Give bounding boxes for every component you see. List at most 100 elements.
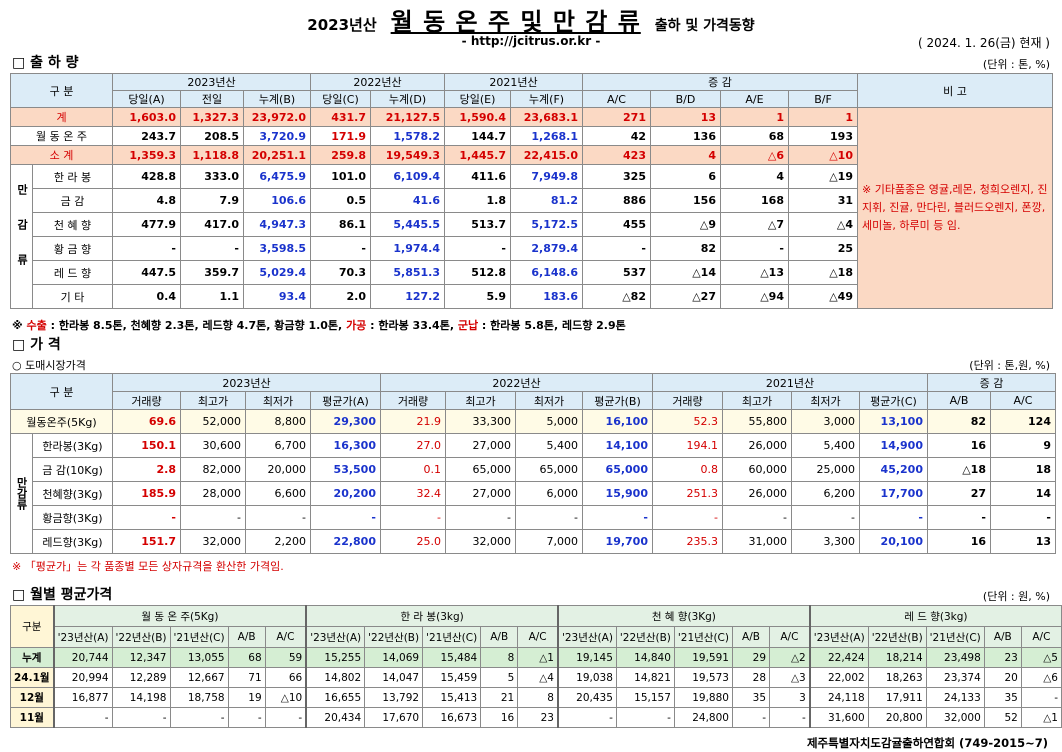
unit: (단위 : 원, %) [982, 590, 1050, 603]
table-cell: 9 [990, 433, 1056, 458]
header-cell: 구 분 [10, 73, 113, 108]
table-cell: 19,700 [582, 529, 653, 554]
table-cell: 2,200 [245, 529, 311, 554]
table-cell: △10 [264, 687, 307, 708]
table-row: 계 1,603.0 1,327.3 23,972.0 431.7 21,127.5 1,59… [10, 107, 1053, 309]
table-cell: 13 [650, 107, 721, 127]
table-cell: 35 [983, 687, 1022, 708]
header-cell: 평균가(C) [859, 391, 928, 410]
header-cell: 2023년산 [112, 73, 311, 91]
table-cell: 14,198 [111, 687, 171, 708]
table-cell: 82 [927, 409, 991, 434]
table-cell: 0.5 [310, 188, 371, 213]
table-cell: 106.6 [243, 188, 311, 213]
table-cell: 20,200 [310, 481, 381, 506]
table-cell: - [990, 505, 1056, 530]
table-cell: 29,300 [310, 409, 381, 434]
table-cell: 20,435 [556, 687, 617, 708]
table-cell: △4 [517, 667, 559, 688]
table-cell: 455 [582, 212, 651, 237]
table-cell: 5,445.5 [370, 212, 445, 237]
table-cell: - [731, 707, 771, 728]
table-cell: 20,000 [245, 457, 311, 482]
table-cell: △7 [720, 212, 789, 237]
header-cell: 2023년산 [112, 373, 381, 392]
table-cell: 81.2 [510, 188, 583, 213]
table-cell: 15,484 [422, 647, 482, 668]
table-cell: 45,200 [859, 457, 928, 482]
row-label: 소 계 [10, 145, 113, 165]
table-cell: 18 [990, 457, 1056, 482]
date: ( 2024. 1. 26(금) 현재 ) [918, 36, 1050, 50]
header-cell: 거래량 [652, 391, 723, 410]
table-cell: 28 [731, 667, 771, 688]
group-label: 만감류 [10, 164, 33, 309]
table-cell: 18,214 [867, 647, 927, 668]
table-cell: 26,000 [722, 481, 792, 506]
table-cell: 5,029.4 [243, 260, 311, 285]
table-cell: 59 [264, 647, 307, 668]
table-row: 24.1월 20,994 12,289 12,667 71 66 14,802 14,047 1… [9, 667, 1062, 688]
table-cell: 447.5 [112, 260, 181, 285]
table-cell: 431.7 [310, 107, 371, 127]
table-cell: 3,300 [791, 529, 860, 554]
table-cell: △18 [788, 260, 858, 285]
header-cell: B/D [650, 90, 721, 108]
table-cell: △13 [720, 260, 789, 285]
table-row: 레드향(3Kg) 151.7 32,000 2,200 22,800 25.0 32,000… [11, 529, 1056, 554]
table-cell: 156 [650, 188, 721, 213]
table-cell: 235.3 [652, 529, 723, 554]
header-cell: 평균가(B) [582, 391, 653, 410]
table-cell: - [52, 707, 113, 728]
table-cell: - [180, 505, 246, 530]
table-row: 천 혜 향 477.9 417.0 4,947.3 86.1 5,445.5 513.7 5,… [11, 212, 1053, 237]
table-cell: 65,000 [515, 457, 583, 482]
note-part: 가공 [346, 319, 367, 332]
table-cell: 86.1 [310, 212, 371, 237]
table-cell: 6 [650, 164, 721, 189]
table-cell: 3,720.9 [243, 126, 311, 146]
table-cell: 52,000 [180, 409, 246, 434]
header-cell: A/C [264, 626, 307, 648]
table-cell: △6 [720, 145, 789, 165]
table-cell: 31,600 [808, 707, 869, 728]
table-cell: 32,000 [180, 529, 246, 554]
header-cell: 전일 [180, 90, 244, 108]
table-cell: 1.1 [180, 284, 244, 309]
header-row: 구분 월 동 온 주(5Kg) 한 라 봉(3kg) 천 혜 향(3Kg) 레 드 향(… [9, 605, 1062, 648]
table-cell: - [180, 236, 244, 261]
table-cell: 1,445.7 [444, 145, 511, 165]
table-cell: 30,600 [180, 433, 246, 458]
table-cell: 8,800 [245, 409, 311, 434]
table-cell: 411.6 [444, 164, 511, 189]
table-cell: 29 [731, 647, 771, 668]
note-part: : 한라봉 8.5톤, 천혜향 2.3톤, 레드향 4.7톤, 황금향 1.0톤… [46, 319, 347, 332]
header-cell: 누계(D) [370, 90, 445, 108]
table-cell: 19,038 [556, 667, 617, 688]
table-cell: 325 [582, 164, 651, 189]
header-cell: A/C [582, 90, 651, 108]
table-cell: △5 [1020, 647, 1062, 668]
table-row: 금 감 4.8 7.9 106.6 0.5 41.6 1.8 81.2 886 156 168 31 [11, 188, 1053, 213]
table-row: 천혜향(3Kg) 185.9 28,000 6,600 20,200 32.4 27,000… [11, 481, 1056, 506]
table-cell: 53,500 [310, 457, 381, 482]
table-cell: - [791, 505, 860, 530]
header-cell: 거래량 [112, 391, 181, 410]
table-cell: 16,877 [52, 687, 113, 708]
table-cell: 24,118 [808, 687, 869, 708]
table-row: 금 감(10Kg) 2.8 82,000 20,000 53,500 0.1 65,000 6… [11, 457, 1056, 482]
header-row: '23년산(A) '22년산(B) '21년산(C) A/B A/C '23년산(A) '2… [11, 626, 1062, 648]
title-suffix: 출하 및 가격동향 [654, 18, 755, 34]
table-row: 12월 16,877 14,198 18,758 19 △10 16,655 13,792 15… [9, 687, 1062, 708]
table-cell: 5,000 [515, 409, 583, 434]
table-cell: 66 [264, 667, 307, 688]
table-row: 레 드 향 447.5 359.7 5,029.4 70.3 5,851.3 512.8 6,… [11, 260, 1053, 285]
row-label: 계 [10, 107, 113, 127]
url: - http://jcitrus.or.kr - [461, 34, 601, 48]
table-cell: 3 [769, 687, 811, 708]
table-cell: 23,498 [925, 647, 985, 668]
table-cell: 33,300 [445, 409, 516, 434]
table-cell: 14,047 [364, 667, 424, 688]
table-cell: - [769, 707, 811, 728]
